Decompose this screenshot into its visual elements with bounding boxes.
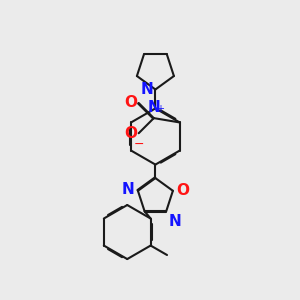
Text: N: N (122, 182, 135, 197)
Text: −: − (134, 138, 144, 151)
Text: O: O (124, 95, 138, 110)
Text: N: N (168, 214, 181, 229)
Text: N: N (147, 100, 160, 115)
Text: O: O (176, 183, 189, 198)
Text: N: N (140, 82, 153, 97)
Text: +: + (157, 104, 164, 114)
Text: O: O (124, 126, 138, 141)
